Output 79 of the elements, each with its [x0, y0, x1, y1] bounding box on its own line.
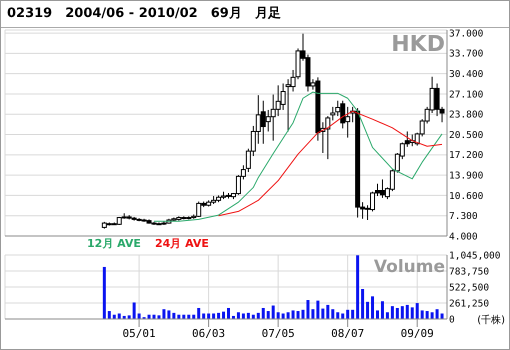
- y-tick-label: 10.600: [449, 190, 484, 202]
- series-label: 12月 AVE: [87, 237, 141, 250]
- y-tick-label: 23.800: [449, 110, 484, 121]
- y-tick-label: 13.900: [449, 170, 484, 182]
- bar: [256, 312, 260, 319]
- bar: [331, 309, 334, 319]
- bar: [301, 310, 304, 319]
- bar: [227, 308, 230, 319]
- bar: [376, 310, 379, 319]
- bar: [202, 313, 206, 319]
- y-tick-label: 4.000: [449, 231, 478, 242]
- bar: [177, 314, 180, 319]
- bar: [380, 301, 384, 319]
- y-tick-label: 27.100: [449, 89, 484, 100]
- y-tick-label: 0: [449, 314, 455, 326]
- x-tick-label: 08/07: [331, 326, 364, 340]
- x-tick-label: 05/01: [122, 326, 156, 340]
- y-tick-label: 20.500: [449, 130, 484, 141]
- x-tick-label: 09/09: [400, 326, 434, 340]
- bar: [282, 313, 285, 319]
- bar: [346, 310, 350, 319]
- y-tick-label: 261,250: [449, 298, 490, 310]
- bar: [222, 312, 226, 319]
- bar: [102, 266, 106, 319]
- y-tick-label: 37.000: [449, 28, 484, 40]
- y-tick-label: 17.200: [449, 150, 484, 162]
- bar: [242, 313, 245, 319]
- bar: [108, 311, 111, 319]
- y-tick-label: 783,750: [449, 266, 490, 278]
- bar: [306, 300, 310, 319]
- bar: [167, 310, 170, 319]
- y-axis-title: Volume: [374, 257, 445, 277]
- text: 24月 AVE: [154, 237, 209, 250]
- bar: [406, 304, 409, 319]
- bar: [207, 313, 210, 319]
- x-tick-label: 07/05: [262, 326, 295, 340]
- bar: [316, 300, 320, 319]
- y-tick-label: 522,500: [449, 282, 490, 294]
- bar: [351, 310, 354, 319]
- bar: [212, 313, 216, 319]
- bar: [197, 308, 200, 319]
- bar: [246, 312, 250, 319]
- bar: [311, 309, 314, 319]
- bar: [296, 311, 300, 319]
- x-tick-label: 06/03: [192, 326, 226, 340]
- bar: [321, 308, 324, 319]
- bar: [361, 288, 364, 319]
- bar: [326, 304, 330, 319]
- bar: [272, 306, 275, 319]
- bar: [148, 314, 151, 319]
- text: (千株): [477, 314, 505, 327]
- y-tick-label: 30.400: [449, 69, 484, 80]
- bar: [162, 309, 166, 319]
- bar: [426, 311, 429, 319]
- bar: [172, 312, 176, 319]
- y-tick-label: 33.700: [449, 48, 484, 60]
- candlestick: [330, 106, 336, 121]
- bar: [182, 314, 186, 319]
- bar: [132, 302, 136, 319]
- bar: [366, 302, 370, 319]
- bar: [390, 306, 394, 319]
- y-axis-title: HKD: [391, 32, 445, 57]
- bar: [436, 309, 439, 319]
- bar: [252, 314, 255, 319]
- bar: [371, 296, 374, 319]
- bar: [292, 310, 295, 319]
- chart-title: 02319 2004/06 - 2010/02 69月 月足: [1, 1, 509, 28]
- y-tick-label: 1,045,000: [449, 250, 501, 262]
- bar: [152, 314, 156, 319]
- bar: [356, 255, 360, 319]
- bar: [400, 306, 404, 319]
- bar: [420, 310, 424, 319]
- bar: [217, 312, 220, 319]
- bar: [440, 313, 444, 319]
- line-series: [153, 92, 443, 222]
- bar: [396, 308, 399, 319]
- candlestick: [325, 116, 330, 160]
- bar: [138, 313, 141, 319]
- y-tick-label: 7.300: [449, 211, 478, 222]
